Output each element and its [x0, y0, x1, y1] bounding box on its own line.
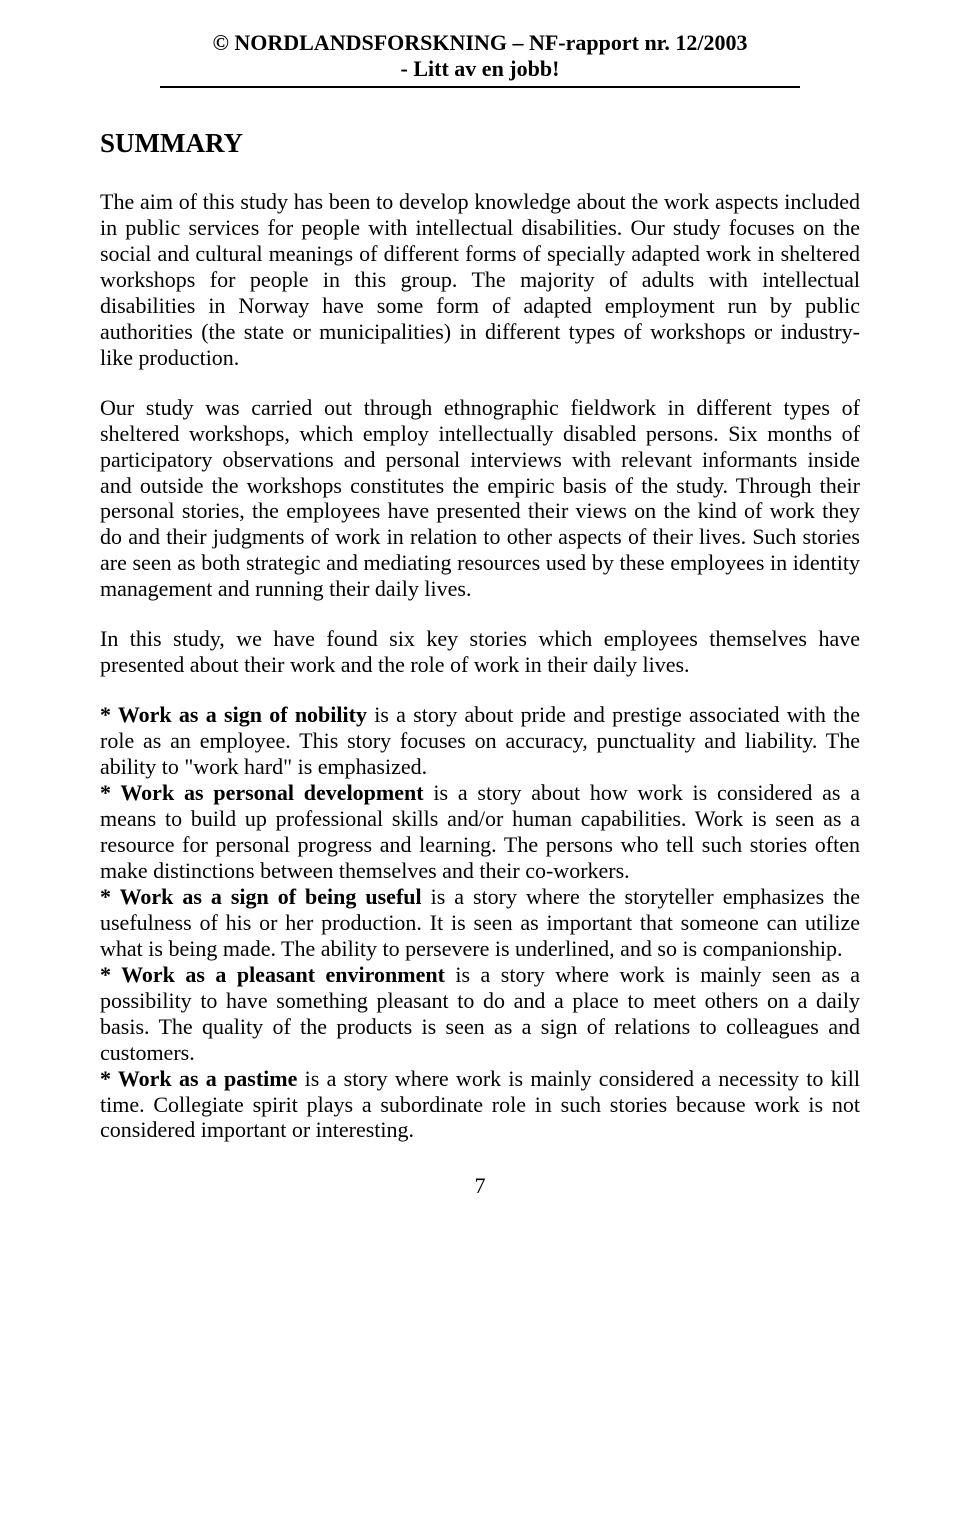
bullet-lead-1: * Work as a sign of nobility [100, 702, 367, 727]
bullet-lead-5: * Work as a pastime [100, 1066, 297, 1091]
paragraph-3: In this study, we have found six key sto… [100, 626, 860, 678]
paragraph-1: The aim of this study has been to develo… [100, 189, 860, 371]
bullet-lead-2: * Work as personal development [100, 780, 424, 805]
document-page: © NORDLANDSFORSKNING – NF-rapport nr. 12… [0, 0, 960, 1229]
bullet-lead-3: * Work as a sign of being useful [100, 884, 422, 909]
bullet-lead-4: * Work as a pleasant environment [100, 962, 445, 987]
page-number: 7 [100, 1173, 860, 1199]
bullet-list: * Work as a sign of nobility is a story … [100, 702, 860, 1143]
header-line-1: © NORDLANDSFORSKNING – NF-rapport nr. 12… [160, 30, 800, 56]
section-title: SUMMARY [100, 128, 860, 159]
header-line-2: - Litt av en jobb! [160, 56, 800, 82]
page-header: © NORDLANDSFORSKNING – NF-rapport nr. 12… [160, 30, 800, 88]
paragraph-2: Our study was carried out through ethnog… [100, 395, 860, 603]
